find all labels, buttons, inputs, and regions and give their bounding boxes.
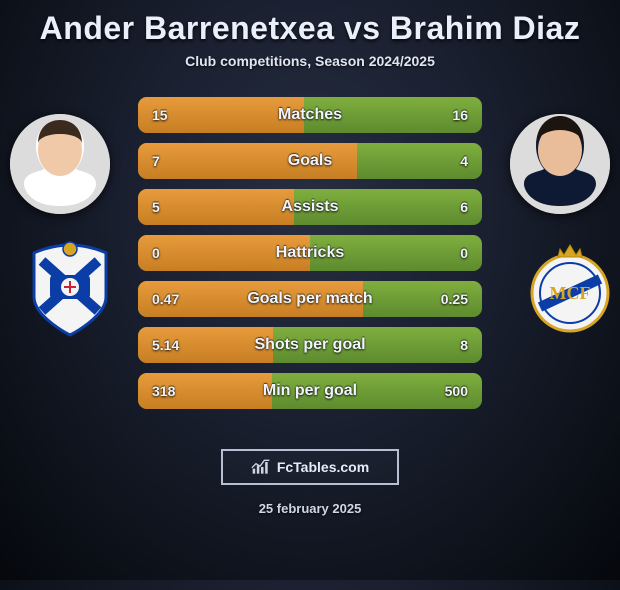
- stat-value-right: 16: [452, 107, 468, 123]
- brand-box: FcTables.com: [221, 449, 399, 485]
- club-badge-left: [20, 239, 120, 339]
- stat-value-right: 4: [460, 153, 468, 169]
- stat-label: Min per goal: [263, 382, 357, 400]
- stat-value-left: 318: [152, 383, 175, 399]
- stat-row: Goals 7 4: [138, 143, 482, 179]
- stat-value-left: 5.14: [152, 337, 179, 353]
- player-left-avatar: [10, 114, 110, 214]
- stat-bars: Matches 15 16 Goals 7 4 Assists 5 6 Hattricks 0 0 Go…: [138, 97, 482, 419]
- stat-value-right: 0: [460, 245, 468, 261]
- stat-label: Shots per goal: [254, 336, 365, 354]
- stat-label: Assists: [282, 198, 339, 216]
- stat-row: Matches 15 16: [138, 97, 482, 133]
- brand-text: FcTables.com: [277, 459, 369, 475]
- stat-label: Hattricks: [276, 244, 344, 262]
- stat-label: Goals per match: [247, 290, 372, 308]
- stat-value-right: 6: [460, 199, 468, 215]
- club-badge-right: MCF: [520, 239, 620, 339]
- stat-value-left: 7: [152, 153, 160, 169]
- stat-value-right: 0.25: [441, 291, 468, 307]
- avatar-face-icon: [10, 114, 110, 214]
- stat-row: Min per goal 318 500: [138, 373, 482, 409]
- date-text: 25 february 2025: [0, 501, 620, 516]
- stat-label: Goals: [288, 152, 332, 170]
- stat-value-right: 8: [460, 337, 468, 353]
- page-title: Ander Barrenetxea vs Brahim Diaz: [0, 10, 620, 47]
- real-madrid-badge-icon: MCF: [520, 239, 620, 339]
- stat-row: Shots per goal 5.14 8: [138, 327, 482, 363]
- stat-bar-left: [138, 189, 294, 225]
- svg-text:MCF: MCF: [550, 283, 591, 303]
- stat-row: Goals per match 0.47 0.25: [138, 281, 482, 317]
- player-right-avatar: [510, 114, 610, 214]
- stat-label: Matches: [278, 106, 342, 124]
- comparison-content: MCF Matches 15 16 Goals 7 4 Assists 5 6 Hattricks…: [0, 97, 620, 427]
- stat-value-left: 0.47: [152, 291, 179, 307]
- stat-value-left: 0: [152, 245, 160, 261]
- stat-row: Assists 5 6: [138, 189, 482, 225]
- stat-row: Hattricks 0 0: [138, 235, 482, 271]
- avatar-face-icon: [510, 114, 610, 214]
- real-sociedad-badge-icon: [20, 239, 120, 339]
- stat-value-left: 15: [152, 107, 168, 123]
- brand-chart-icon: [251, 458, 271, 476]
- stat-value-right: 500: [445, 383, 468, 399]
- subtitle: Club competitions, Season 2024/2025: [0, 53, 620, 69]
- stat-value-left: 5: [152, 199, 160, 215]
